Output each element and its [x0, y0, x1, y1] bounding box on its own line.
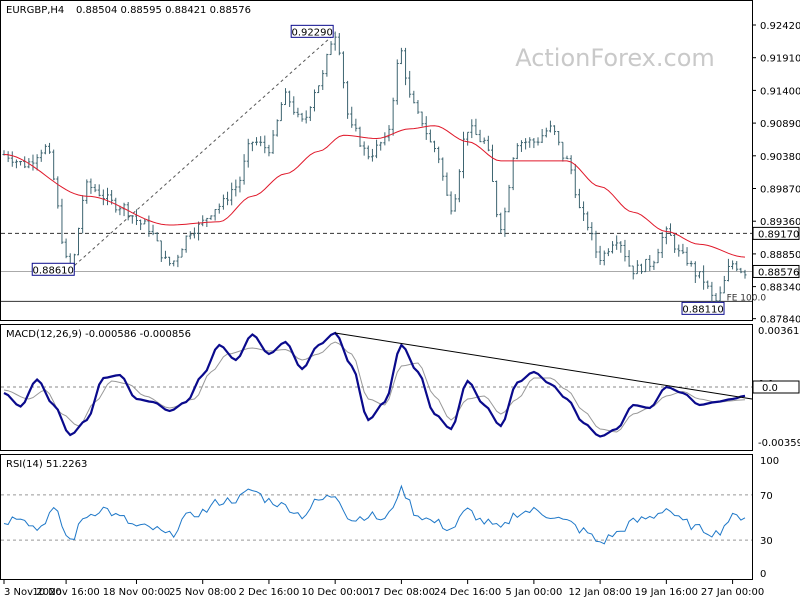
price-scale-tag-label: 0.89170	[758, 229, 799, 240]
time-axis-label: 24 Dec 16:00	[434, 587, 501, 598]
time-axis-label: 17 Dec 08:00	[368, 587, 435, 598]
rsi-plot	[1, 484, 752, 545]
time-axis-label: 2 Dec 16:00	[238, 587, 299, 598]
price-scale-tag	[752, 264, 800, 278]
time-axis-label: 10 Dec 00:00	[302, 587, 369, 598]
price-header-symbol: EURGBP,H4	[6, 5, 64, 16]
macd-value-tag	[752, 380, 800, 394]
moving-average-line	[3, 125, 746, 258]
price-scale-label: 0.89870	[760, 185, 800, 196]
price-scale-label: 0.90890	[760, 119, 800, 130]
rsi-line	[3, 484, 746, 545]
macd-scale-label: -0.003592	[758, 438, 800, 449]
macd-line	[3, 331, 746, 438]
price-scale-label: 0.88850	[760, 250, 800, 261]
time-axis-label: 3 Nov 2020	[4, 587, 62, 598]
price-panel-frame	[0, 0, 753, 321]
price-scale-label: 0.87840	[760, 315, 800, 326]
macd-panel-title: MACD(12,26,9) -0.000586 -0.000856	[6, 329, 191, 340]
macd-scale-label: 0.003615	[758, 326, 800, 337]
price-trendline	[69, 32, 336, 270]
price-annotation-box	[290, 24, 334, 38]
price-scale-label: 0.92420	[760, 21, 800, 32]
macd-plot	[1, 331, 753, 438]
price-scale-label: 0.89360	[760, 217, 800, 228]
time-axis-label: 25 Nov 08:00	[169, 587, 236, 598]
rsi-scale-label: 100	[760, 456, 779, 467]
price-header-ohlc: 0.88504 0.88595 0.88421 0.88576	[76, 5, 251, 16]
price-scale-label: 0.90380	[760, 152, 800, 163]
rsi-panel-frame	[0, 454, 753, 580]
axes: 0.92420 0.91910 0.91400 0.90890 0.90380 0.898…	[3, 21, 800, 598]
price-annotation-label: 0.88610	[33, 265, 74, 276]
price-annotation-box	[31, 262, 75, 276]
rsi-scale-label: 0	[760, 569, 766, 580]
macd-trendline	[335, 332, 753, 400]
time-axis-label: 27 Jan 00:00	[701, 587, 764, 598]
time-axis-label: 18 Nov 00:00	[103, 587, 170, 598]
time-axis-label: 12 Jan 08:00	[568, 587, 631, 598]
price-scale-tag-label: 0.88576	[758, 267, 799, 278]
price-scale-tag	[752, 226, 800, 240]
watermark: ActionForex.com	[515, 44, 715, 72]
rsi-scale-label: 70	[760, 491, 773, 502]
price-plot: 0.92290 0.88610 0.88110 FE 100.0	[1, 24, 767, 315]
time-axis-label: 5 Jan 00:00	[505, 587, 562, 598]
rsi-panel-title: RSI(14) 51.2263	[6, 459, 87, 470]
macd-value-tag-label: 0.0	[762, 383, 778, 394]
price-annotation-box	[681, 301, 725, 315]
price-annotation-label: 0.92290	[291, 27, 332, 38]
time-axis-label: 10 Nov 16:00	[32, 587, 99, 598]
price-scale-label: 0.91910	[760, 54, 800, 65]
price-scale-label: 0.91400	[760, 86, 800, 97]
rsi-scale-label: 30	[760, 536, 773, 547]
price-scale-label: 0.88340	[760, 283, 800, 294]
price-annotation-label: 0.88110	[682, 304, 723, 315]
fe-label: FE 100.0	[727, 293, 767, 303]
time-axis-label: 19 Jan 16:00	[635, 587, 698, 598]
